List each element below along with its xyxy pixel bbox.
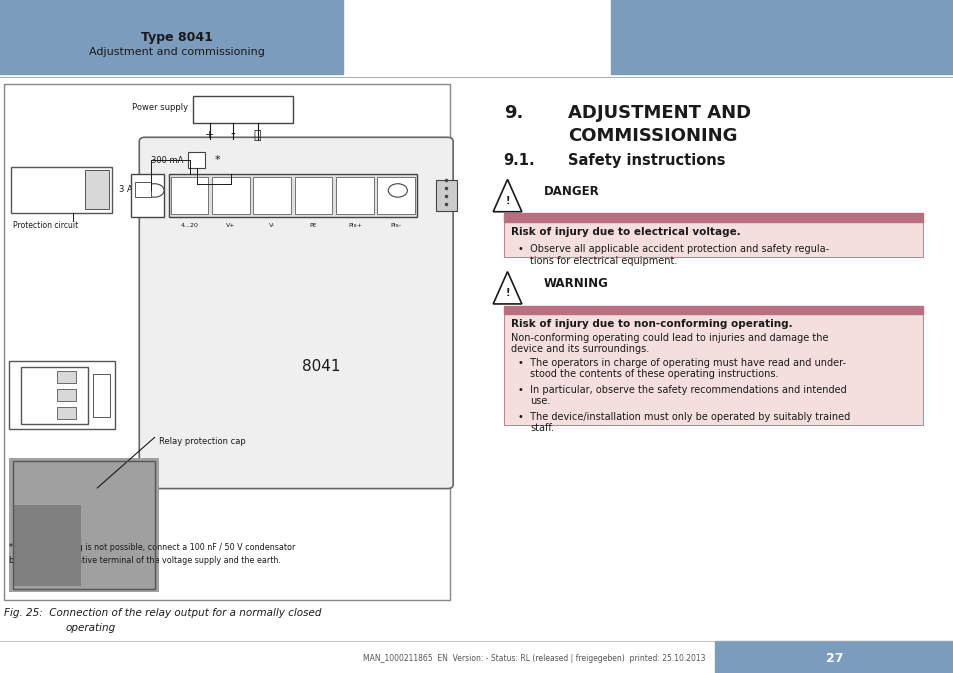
Text: 2: 2	[229, 179, 233, 184]
Bar	[503, 222, 923, 257]
Text: 3 A: 3 A	[119, 185, 132, 194]
Text: ⏚: ⏚	[253, 129, 261, 142]
Text: 4: 4	[311, 179, 315, 184]
Bar	[503, 314, 923, 425]
Text: Risk of injury due to electrical voltage.: Risk of injury due to electrical voltage…	[511, 227, 740, 237]
Bar	[188, 152, 205, 168]
Text: Power supply: Power supply	[132, 103, 188, 112]
Text: DANGER: DANGER	[543, 185, 598, 198]
Bar	[135, 182, 151, 197]
Text: NO: NO	[30, 390, 44, 400]
Text: 27: 27	[825, 651, 842, 665]
Text: 8041: 8041	[302, 359, 340, 374]
Text: NC: NC	[30, 409, 43, 418]
Text: staff.: staff.	[530, 423, 554, 433]
Text: V-: V-	[269, 223, 275, 227]
Text: 3: 3	[270, 179, 274, 184]
Bar	[503, 306, 923, 314]
Bar	[193, 96, 293, 123]
Bar	[253, 177, 291, 214]
Text: Safety instructions: Safety instructions	[567, 153, 724, 168]
Text: PIs-: PIs-	[391, 223, 401, 227]
Text: MAN_1000211865  EN  Version: - Status: RL (released | freigegeben)  printed: 25.: MAN_1000211865 EN Version: - Status: RL …	[362, 653, 704, 663]
Text: C: C	[30, 372, 36, 382]
Bar	[171, 177, 208, 214]
Text: •  The operators in charge of operating must have read and under-: • The operators in charge of operating m…	[517, 358, 845, 368]
Bar	[169, 174, 416, 217]
Text: Non-conforming operating could lead to injuries and damage the: Non-conforming operating could lead to i…	[511, 333, 828, 343]
Text: 300 mA: 300 mA	[151, 155, 183, 165]
Bar	[131, 174, 164, 217]
Text: 5: 5	[353, 179, 356, 184]
Text: V+: V+	[226, 223, 235, 227]
Text: * If direct earthing is not possible, connect a 100 nF / 50 V condensator: * If direct earthing is not possible, co…	[9, 543, 294, 552]
Text: +: +	[205, 131, 214, 140]
Text: Fig. 25:  Connection of the relay output for a normally closed: Fig. 25: Connection of the relay output …	[4, 608, 321, 618]
Text: tions for electrical equipment.: tions for electrical equipment.	[530, 256, 677, 266]
Text: (or alarm): (or alarm)	[22, 378, 64, 388]
Bar	[85, 170, 109, 209]
Text: COMMISSIONING: COMMISSIONING	[567, 127, 737, 145]
Bar	[377, 177, 415, 214]
Text: -: -	[230, 129, 235, 142]
Bar	[436, 180, 456, 211]
Text: Adjustment and commissioning: Adjustment and commissioning	[89, 48, 264, 57]
Bar	[92, 374, 110, 417]
Bar	[0, 0, 343, 74]
Bar	[57, 407, 76, 419]
Text: 4...20: 4...20	[180, 223, 198, 227]
Bar	[715, 641, 953, 673]
Bar	[9, 458, 159, 592]
Text: operating: operating	[66, 623, 116, 633]
Text: N: N	[93, 197, 100, 206]
Text: Protection circuit: Protection circuit	[13, 221, 78, 229]
Bar	[13, 461, 154, 589]
Text: FLUID CONTROL SYSTEMS: FLUID CONTROL SYSTEMS	[724, 54, 805, 59]
Bar	[57, 389, 76, 401]
Text: between the negative terminal of the voltage supply and the earth.: between the negative terminal of the vol…	[9, 556, 280, 565]
Text: 250 VAC, 3 A max.: 250 VAC, 3 A max.	[13, 417, 84, 426]
Text: bürkert: bürkert	[724, 32, 800, 49]
Text: use.: use.	[530, 396, 550, 406]
Text: ADJUSTMENT AND: ADJUSTMENT AND	[567, 104, 750, 122]
Text: WARNING: WARNING	[543, 277, 608, 290]
FancyBboxPatch shape	[139, 137, 453, 489]
Bar	[21, 367, 88, 424]
Text: device and its surroundings.: device and its surroundings.	[511, 344, 649, 354]
Text: 9.: 9.	[503, 104, 522, 122]
Text: 9.1.: 9.1.	[503, 153, 535, 168]
Bar	[212, 177, 250, 214]
Text: Solenoid valve: Solenoid valve	[15, 366, 77, 376]
Bar	[13, 505, 81, 586]
Text: 1: 1	[187, 179, 192, 184]
Text: Risk of injury due to non-conforming operating.: Risk of injury due to non-conforming ope…	[511, 319, 792, 329]
Text: !: !	[505, 196, 509, 205]
Bar	[4, 84, 450, 600]
Bar	[335, 177, 374, 214]
Bar	[610, 0, 953, 74]
Bar	[11, 167, 112, 213]
Bar	[57, 371, 76, 383]
Text: •  Observe all applicable accident protection and safety regula-: • Observe all applicable accident protec…	[517, 244, 828, 254]
Text: 6: 6	[394, 179, 398, 184]
Text: PIs+: PIs+	[348, 223, 361, 227]
Text: 250 VAC: 250 VAC	[19, 185, 57, 194]
Text: !: !	[505, 288, 509, 297]
Text: *: *	[214, 155, 220, 165]
Bar	[503, 213, 923, 222]
Text: •  The device/installation must only be operated by suitably trained: • The device/installation must only be o…	[517, 412, 849, 422]
Text: Type 8041: Type 8041	[140, 30, 213, 44]
Bar	[9, 361, 115, 429]
Text: •  In particular, observe the safety recommendations and intended: • In particular, observe the safety reco…	[517, 385, 846, 395]
Bar	[294, 177, 332, 214]
Text: stood the contents of these operating instructions.: stood the contents of these operating in…	[530, 369, 778, 380]
Text: L: L	[94, 174, 99, 183]
Text: Relay protection cap: Relay protection cap	[159, 437, 246, 446]
Text: PE: PE	[310, 223, 317, 227]
Text: 18-36 VDC: 18-36 VDC	[213, 105, 272, 114]
